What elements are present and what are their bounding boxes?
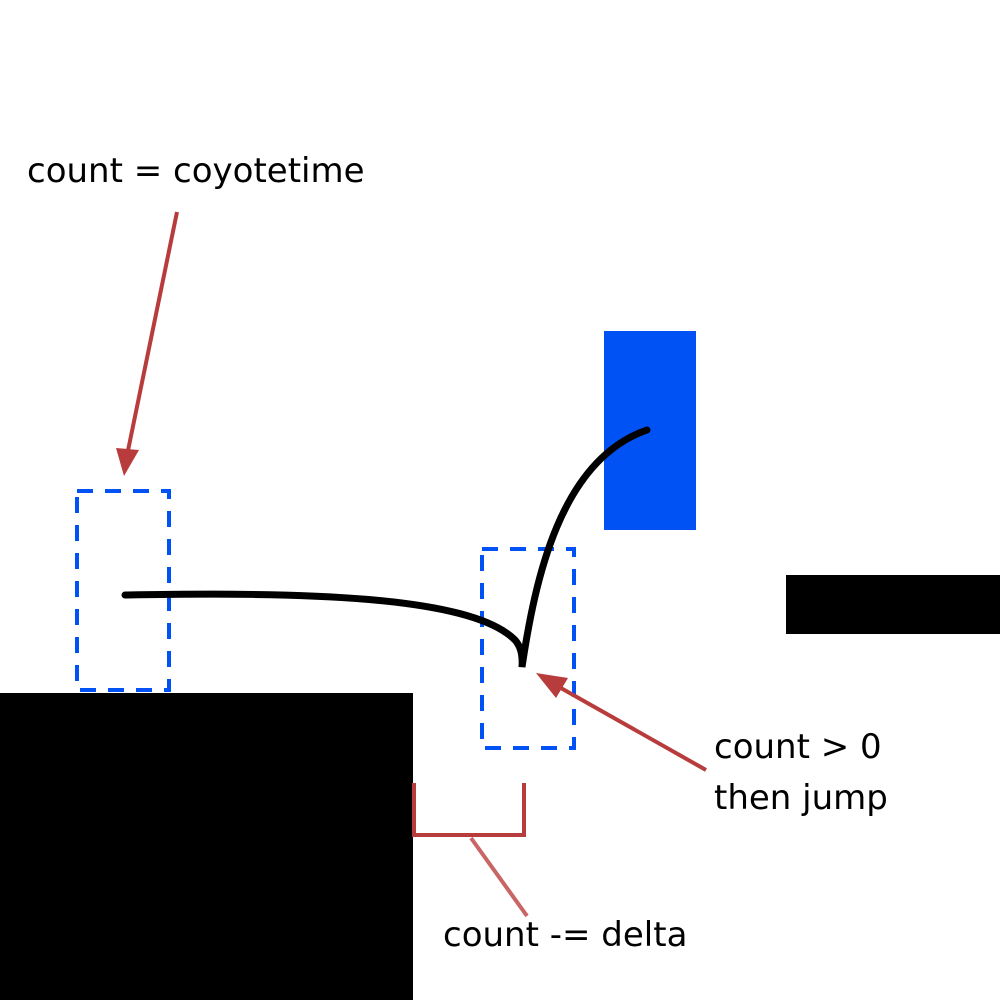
jump-condition-arrowhead	[536, 673, 568, 698]
decrement-label: count -= delta	[443, 915, 688, 955]
ground-ledge	[0, 693, 413, 1000]
decrement-connector	[469, 836, 529, 918]
coyote-reset-arrow	[120, 211, 179, 472]
player-ghost-ledge	[75, 489, 171, 692]
player-ghost-midair	[480, 547, 576, 750]
jump-condition-label: count > 0 then jump	[714, 722, 888, 824]
floating-platform	[786, 575, 1000, 634]
trajectory-path	[121, 426, 651, 668]
coyote-reset-arrowhead	[116, 448, 139, 476]
coyote-reset-label: count = coyotetime	[27, 151, 365, 191]
jump-condition-arrow	[551, 681, 707, 772]
jump-condition-line-2: then jump	[714, 778, 888, 818]
decrement-bracket	[412, 783, 526, 837]
jump-condition-line-1: count > 0	[714, 727, 882, 767]
